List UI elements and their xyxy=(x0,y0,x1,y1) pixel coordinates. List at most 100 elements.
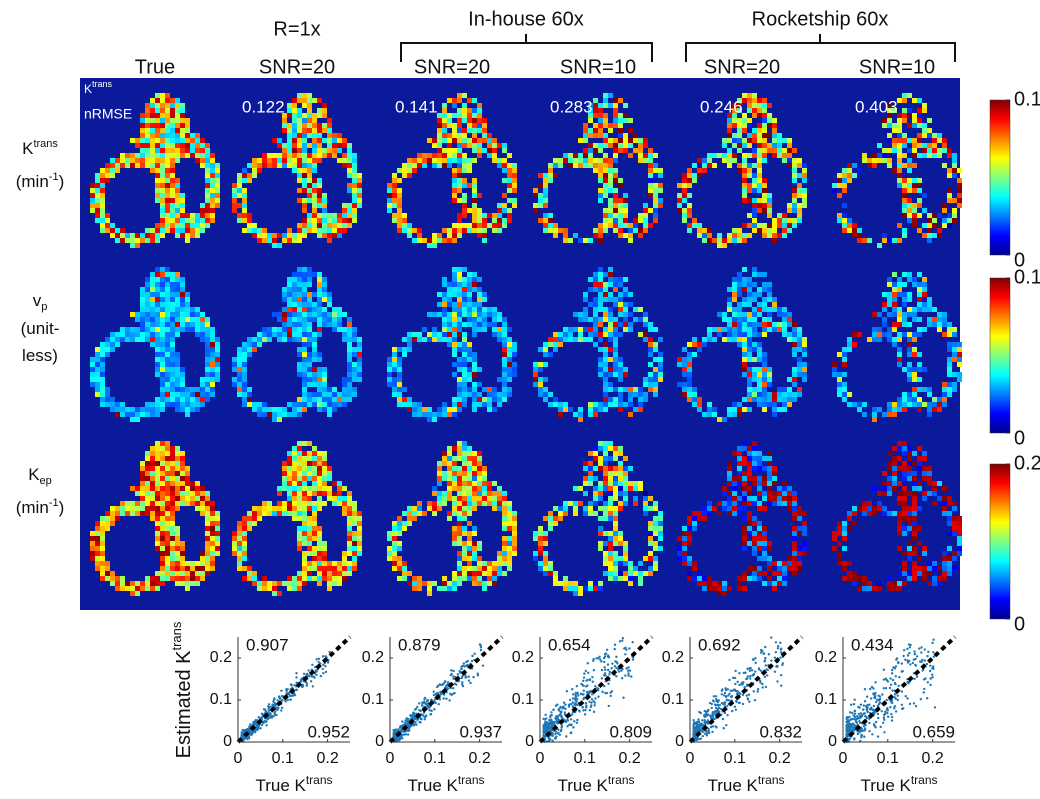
map-pixel xyxy=(797,213,802,218)
map-pixel xyxy=(302,471,307,476)
map-pixel xyxy=(633,387,638,392)
map-pixel xyxy=(712,327,717,332)
map-pixel xyxy=(603,402,608,407)
map-pixel xyxy=(432,153,437,158)
map-pixel xyxy=(297,576,302,581)
map-pixel xyxy=(707,332,712,337)
map-pixel xyxy=(357,362,362,367)
map-pixel xyxy=(215,541,220,546)
map-pixel xyxy=(623,561,628,566)
map-pixel xyxy=(802,367,807,372)
map-pixel xyxy=(387,377,392,382)
map-pixel xyxy=(432,138,437,143)
map-pixel xyxy=(402,223,407,228)
group-header: R=1x xyxy=(273,18,320,40)
map-pixel xyxy=(257,581,262,586)
map-pixel xyxy=(623,203,628,208)
map-pixel xyxy=(747,118,752,123)
map-pixel xyxy=(292,302,297,307)
map-pixel xyxy=(437,496,442,501)
map-pixel xyxy=(297,307,302,312)
map-pixel xyxy=(553,337,558,342)
map-pixel xyxy=(427,417,432,422)
map-pixel xyxy=(487,148,492,153)
map-pixel xyxy=(95,541,100,546)
map-pixel xyxy=(297,178,302,183)
map-pixel xyxy=(447,456,452,461)
map-pixel xyxy=(210,526,215,531)
map-pixel xyxy=(175,208,180,213)
map-pixel xyxy=(457,566,462,571)
map-pixel xyxy=(902,317,907,322)
map-pixel xyxy=(777,233,782,238)
map-pixel xyxy=(457,327,462,332)
map-pixel xyxy=(697,158,702,163)
map-pixel xyxy=(643,556,648,561)
map-pixel xyxy=(618,98,623,103)
map-pixel xyxy=(747,123,752,128)
map-pixel xyxy=(593,496,598,501)
map-pixel xyxy=(608,163,613,168)
map-pixel xyxy=(847,337,852,342)
map-pixel xyxy=(837,193,842,198)
map-pixel xyxy=(125,158,130,163)
map-pixel xyxy=(170,332,175,337)
map-pixel xyxy=(457,516,462,521)
map-pixel xyxy=(447,332,452,337)
map-pixel xyxy=(185,312,190,317)
map-pixel xyxy=(307,213,312,218)
map-pixel xyxy=(175,307,180,312)
map-pixel xyxy=(727,113,732,118)
map-pixel xyxy=(613,486,618,491)
map-pixel xyxy=(160,566,165,571)
map-pixel xyxy=(643,218,648,223)
map-pixel xyxy=(210,536,215,541)
map-pixel xyxy=(727,233,732,238)
map-pixel xyxy=(180,322,185,327)
map-pixel xyxy=(302,337,307,342)
map-pixel xyxy=(125,412,130,417)
map-pixel xyxy=(160,362,165,367)
map-pixel xyxy=(882,412,887,417)
map-pixel xyxy=(322,491,327,496)
map-pixel xyxy=(392,531,397,536)
map-pixel xyxy=(482,496,487,501)
map-pixel xyxy=(262,576,267,581)
map-pixel xyxy=(732,228,737,233)
map-pixel xyxy=(277,491,282,496)
map-pixel xyxy=(477,118,482,123)
map-pixel xyxy=(598,143,603,148)
map-pixel xyxy=(170,322,175,327)
map-pixel xyxy=(180,282,185,287)
map-pixel xyxy=(907,372,912,377)
map-pixel xyxy=(837,178,842,183)
map-pixel xyxy=(215,183,220,188)
map-pixel xyxy=(165,123,170,128)
map-pixel xyxy=(603,342,608,347)
map-pixel xyxy=(648,327,653,332)
map-pixel xyxy=(165,153,170,158)
map-pixel xyxy=(842,183,847,188)
map-pixel xyxy=(422,412,427,417)
map-pixel xyxy=(897,357,902,362)
map-pixel xyxy=(492,491,497,496)
map-pixel xyxy=(337,327,342,332)
map-pixel xyxy=(170,282,175,287)
map-pixel xyxy=(467,292,472,297)
map-pixel xyxy=(302,377,307,382)
map-pixel xyxy=(200,486,205,491)
map-pixel xyxy=(737,322,742,327)
map-pixel xyxy=(857,332,862,337)
map-pixel xyxy=(772,397,777,402)
map-pixel xyxy=(762,113,767,118)
map-pixel xyxy=(150,143,155,148)
map-pixel xyxy=(502,521,507,526)
map-pixel xyxy=(170,486,175,491)
map-pixel xyxy=(397,521,402,526)
map-pixel xyxy=(797,173,802,178)
map-pixel xyxy=(487,312,492,317)
map-pixel xyxy=(447,138,452,143)
map-pixel xyxy=(872,153,877,158)
map-pixel xyxy=(613,208,618,213)
map-pixel xyxy=(317,451,322,456)
